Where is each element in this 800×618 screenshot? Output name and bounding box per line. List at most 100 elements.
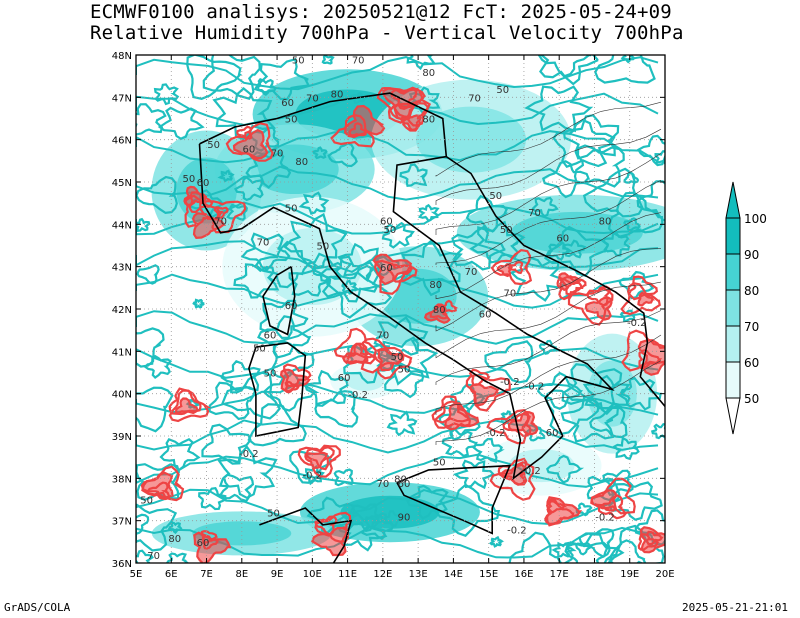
coastline-italy xyxy=(198,92,615,481)
rh-contour-line xyxy=(603,539,647,563)
rh-contour-line xyxy=(202,55,261,100)
contour-label: 60 xyxy=(556,233,569,244)
y-tick-label: 47N xyxy=(112,93,132,104)
contour-label: 70 xyxy=(306,94,319,105)
rh-contour-line xyxy=(298,191,330,215)
rh-contour-line xyxy=(399,163,428,188)
contour-label: -0.2 xyxy=(500,377,520,388)
vertical-velocity-contour xyxy=(390,88,418,111)
vertical-velocity-contour xyxy=(597,494,627,520)
x-tick-label: 5E xyxy=(130,569,143,580)
isoline xyxy=(435,180,662,265)
x-tick-label: 16E xyxy=(514,569,533,580)
rh-contour-line xyxy=(623,217,641,232)
contour-label: 80 xyxy=(429,280,442,291)
colorbar-segment xyxy=(725,217,741,255)
rh-contour-line xyxy=(136,327,165,368)
contour-label: 70 xyxy=(271,149,284,160)
x-tick-label: 19E xyxy=(620,569,639,580)
rh-contour-line xyxy=(634,509,665,546)
contour-label: 50 xyxy=(207,140,220,151)
coastline-balkans xyxy=(445,155,665,407)
rh-contour-line xyxy=(537,55,592,78)
contour-label: 60 xyxy=(479,309,492,320)
rh-contour-line xyxy=(547,240,574,261)
contour-label: 70 xyxy=(468,94,481,105)
x-tick-label: 20E xyxy=(655,569,674,580)
contour-label: 50 xyxy=(496,85,509,96)
colorbar-top-arrow xyxy=(725,181,741,219)
isoline xyxy=(435,281,662,359)
vertical-velocity-contour xyxy=(465,373,511,412)
x-tick-label: 17E xyxy=(550,569,569,580)
rh-contour-line xyxy=(221,371,282,420)
rh-contour-line xyxy=(136,217,151,233)
contour-label: 60 xyxy=(281,98,294,109)
vertical-velocity-contour xyxy=(433,400,471,429)
vertical-velocity-contour xyxy=(146,481,170,501)
colorbar-label: 50 xyxy=(744,392,759,406)
rh-contour-line xyxy=(384,363,425,399)
rh-contour-line xyxy=(165,552,190,563)
contour-label: -0.2 xyxy=(525,381,545,392)
rh-contour-line xyxy=(283,212,348,265)
x-tick-label: 13E xyxy=(409,569,428,580)
vertical-velocity-contour xyxy=(376,86,424,124)
vertical-velocity-contour xyxy=(225,122,274,162)
contour-label: 80 xyxy=(331,89,344,100)
rh-contour-line xyxy=(589,405,628,439)
vertical-velocity-contour xyxy=(373,347,413,380)
contour-label: 50 xyxy=(253,343,266,354)
colorbar-segment xyxy=(725,361,741,399)
rh-contour-line xyxy=(381,221,415,249)
contour-label: 60 xyxy=(338,373,351,384)
rh-contour-line xyxy=(619,376,662,411)
rh-contour-line xyxy=(563,239,587,259)
colorbar-label: 80 xyxy=(744,284,759,298)
x-tick-label: 12E xyxy=(373,569,392,580)
rh-contour-line xyxy=(608,481,663,521)
contour-label: 80 xyxy=(599,216,612,227)
vertical-velocity-contour xyxy=(168,387,202,415)
isoline xyxy=(435,128,662,205)
rh-contour-line xyxy=(186,55,242,100)
rh-contour-line xyxy=(546,454,585,484)
contour-label: 50 xyxy=(140,496,153,507)
vertical-velocity-contour xyxy=(386,263,413,283)
rh-contour-line xyxy=(539,55,599,86)
vertical-velocity-contour xyxy=(556,276,584,301)
x-tick-label: 18E xyxy=(585,569,604,580)
rh-contour-line xyxy=(562,114,620,160)
contour-label: 70 xyxy=(214,216,227,227)
contour-label: -0.2 xyxy=(486,428,506,439)
contour-label: 50 xyxy=(183,174,196,185)
rh-contour-line xyxy=(192,298,205,309)
rh-contour-line xyxy=(233,175,264,202)
contour-label: 50 xyxy=(285,204,298,215)
colorbar-bottom-arrow xyxy=(725,397,741,435)
colorbar-label: 70 xyxy=(744,320,759,334)
vertical-velocity-contour xyxy=(544,499,575,526)
y-tick-label: 42N xyxy=(112,305,132,316)
x-tick-label: 9E xyxy=(271,569,284,580)
rh-contour-line xyxy=(552,118,616,169)
rh-contour-line xyxy=(373,316,429,361)
contour-label: 50 xyxy=(267,508,280,519)
contour-label: 80 xyxy=(433,305,446,316)
contour-label: 50 xyxy=(285,115,298,126)
contour-label: 60 xyxy=(285,301,298,312)
rh-contour-line xyxy=(508,531,562,563)
rh-contour-line xyxy=(560,396,620,443)
vertical-velocity-contour xyxy=(627,275,658,301)
chart-title-line-2: Relative Humidity 700hPa - Vertical Velo… xyxy=(90,22,684,44)
vertical-velocity-contour xyxy=(200,530,218,545)
rh-contour-line xyxy=(257,57,311,101)
rh-contour-line xyxy=(254,240,319,289)
vertical-velocity-contour xyxy=(141,465,185,502)
vertical-velocity-contour xyxy=(168,389,212,423)
colorbar-segment xyxy=(725,325,741,363)
vertical-velocity-contour xyxy=(490,249,533,286)
rh-contour-line xyxy=(136,165,659,201)
contour-label: 70 xyxy=(257,238,270,249)
